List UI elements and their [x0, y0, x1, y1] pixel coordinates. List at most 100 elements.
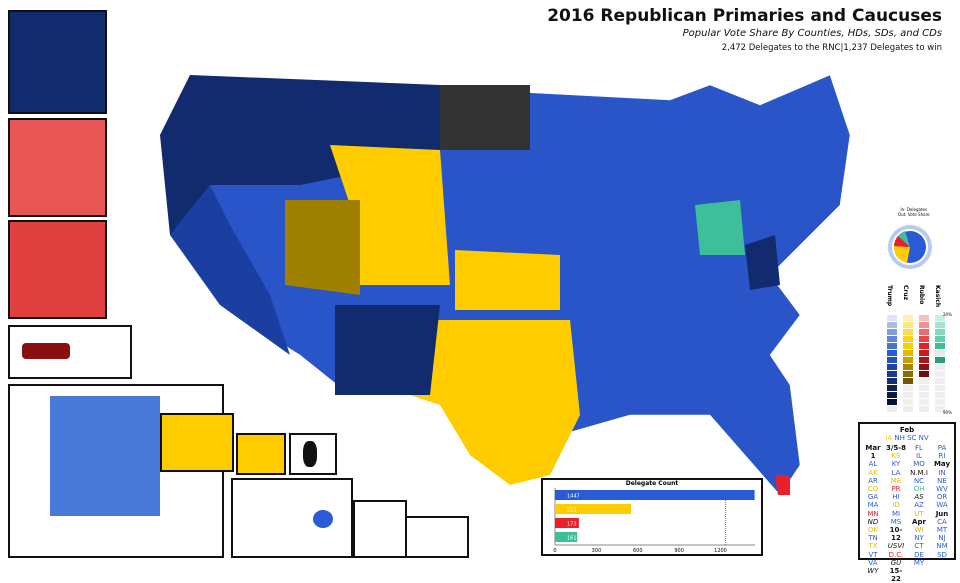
calendar-state: VT	[868, 550, 878, 559]
inset-nmi	[353, 500, 407, 558]
vote-share-ring	[888, 225, 932, 269]
calendar-column: 3/5-8 KS KY LA ME PR HI ID MI MS 10-12 USVI D.C. GU 15…	[885, 444, 907, 583]
legend-swatch-trump	[887, 357, 897, 363]
calendar-state: WY	[867, 567, 879, 576]
calendar-state: OH	[913, 485, 925, 494]
legend-swatch-kasich	[935, 322, 945, 328]
legend-swatch-kasich	[935, 329, 945, 335]
legend-swatch-kasich	[935, 364, 945, 370]
legend-swatch-rubio	[919, 322, 929, 328]
calendar-state: MI	[891, 509, 901, 518]
legend-swatch-trump	[887, 322, 897, 328]
legend-swatch-kasich	[935, 399, 945, 405]
pie-slice-cruz	[893, 246, 910, 263]
legend-swatch-trump	[887, 336, 897, 342]
legend-swatch-trump	[887, 371, 897, 377]
legend-swatch-trump	[887, 343, 897, 349]
calendar-state: VA	[868, 558, 878, 567]
inset-guam	[289, 433, 337, 475]
inset-nyc	[8, 10, 107, 114]
calendar-state: MY	[913, 558, 925, 567]
calendar-date-header: May	[933, 460, 951, 469]
legend-max: 90%	[943, 410, 952, 415]
color-scale-legend: Trump Cruz Rubio Kasich	[885, 285, 955, 420]
calendar-state: FL	[915, 444, 923, 452]
legend-swatch-rubio	[919, 385, 929, 391]
pie-slice-rubio	[894, 236, 910, 247]
map-region-wv	[745, 235, 780, 290]
calendar-state: MS	[890, 517, 902, 526]
calendar-state: AR	[868, 476, 878, 485]
calendar-state: AZ	[914, 501, 924, 510]
legend-min: 20%	[943, 312, 952, 317]
inset-dc	[8, 118, 107, 217]
map-subtitle: Popular Vote Share By Counties, HDs, SDs…	[682, 28, 942, 39]
bar-label-rubio: 173	[567, 522, 577, 528]
legend-swatch-rubio	[919, 343, 929, 349]
legend-swatch-trump	[887, 399, 897, 405]
bar-rubio	[555, 518, 579, 528]
map-region-kansas	[455, 250, 560, 310]
delegate-summary: 2,472 Delegates to the RNC|1,237 Delegat…	[721, 43, 942, 53]
calendar-state: WV	[936, 485, 948, 494]
calendar-state: AL	[868, 460, 878, 469]
calendar-state: SC	[907, 434, 919, 442]
legend-swatch-cruz	[903, 385, 913, 391]
calendar-column: PA RI May IN NE WV OR WA Jun CA MT NJ NM SD	[931, 444, 953, 559]
calendar-state: ME	[890, 476, 902, 485]
pie-slice-kasich	[898, 231, 910, 247]
calendar-state: ID	[892, 501, 900, 510]
inset-alaska	[8, 384, 224, 558]
legend-swatch-cruz	[903, 357, 913, 363]
legend-swatch-cruz	[903, 329, 913, 335]
calendar-state: KS	[891, 452, 901, 461]
bar-cruz	[555, 504, 631, 514]
bar-trump	[555, 490, 755, 500]
calendar-state: NH	[894, 434, 908, 442]
calendar-state: TN	[868, 534, 878, 543]
chart-title: Delegate Count	[625, 480, 679, 487]
inset-virgin-islands	[405, 516, 469, 558]
x-tick-label: 900	[674, 548, 684, 554]
legend-swatch-kasich	[935, 371, 945, 377]
calendar-state: DE	[914, 550, 924, 559]
pie-label-out: Out: Vote Share	[898, 212, 930, 217]
legend-swatch-cruz	[903, 364, 913, 370]
calendar-state: NC	[913, 476, 925, 485]
map-title: 2016 Republican Primaries and Caucuses	[547, 6, 942, 26]
legend-label-rubio: Rubio	[918, 285, 925, 305]
us-county-map	[159, 74, 851, 496]
map-region-rubio-florida	[775, 475, 790, 495]
legend-label-cruz: Cruz	[902, 285, 909, 301]
legend-swatch-trump	[887, 350, 897, 356]
legend-label-trump: Trump	[886, 285, 893, 307]
calendar-state: NM	[936, 542, 948, 551]
primary-calendar: Feb IA NH SC NV Mar 1 AL AK AR CO GA MA MN ND OK T…	[858, 422, 956, 583]
legend-swatch-trump	[887, 315, 897, 321]
legend-swatch-rubio	[919, 364, 929, 370]
legend-swatch-cruz	[903, 371, 913, 377]
x-tick-label: 1200	[714, 548, 727, 554]
map-region-california	[170, 185, 290, 355]
x-tick-label: 300	[592, 548, 602, 554]
delegate-count-chart: Delegate Count 1447 551 173 161 0 300 600 900 12…	[541, 478, 763, 556]
legend-swatch-rubio	[919, 392, 929, 398]
map-region-nodata	[440, 85, 530, 150]
calendar-state: CO	[867, 485, 879, 494]
legend-swatch-kasich	[935, 343, 945, 349]
calendar-state: N.M.I	[910, 468, 928, 477]
inset-puerto-rico	[8, 325, 132, 379]
legend-swatch-kasich	[935, 385, 945, 391]
calendar-state: GA	[867, 493, 879, 502]
bar-label-kasich: 161	[567, 536, 577, 542]
map-region-ohio	[695, 200, 745, 255]
calendar-state: OK	[867, 526, 879, 535]
legend-swatch-cruz	[903, 315, 913, 321]
legend-swatch-trump	[887, 406, 897, 412]
bar-kasich	[555, 532, 578, 542]
calendar-state: TX	[868, 542, 878, 551]
bar-label-cruz: 551	[567, 508, 577, 514]
calendar-state: KY	[891, 460, 901, 469]
calendar-state: HI	[892, 493, 900, 502]
calendar-state: UT	[914, 509, 924, 518]
